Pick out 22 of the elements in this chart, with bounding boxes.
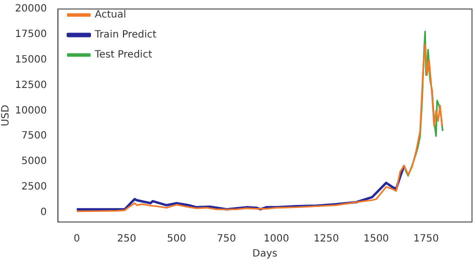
y-tick-label: 7500 (21, 130, 47, 142)
x-tick-label: 1000 (264, 234, 290, 245)
y-tick-label: 15000 (15, 54, 47, 66)
legend-label: Actual (94, 10, 126, 21)
y-tick-label: 5000 (21, 156, 47, 168)
y-tick-label: 2500 (21, 182, 47, 193)
legend-label: Train Predict (94, 30, 157, 41)
x-tick-label: 750 (216, 234, 236, 245)
y-tick-label: 17500 (15, 29, 47, 40)
x-tick-label: 1500 (363, 234, 389, 245)
x-tick-label: 250 (117, 234, 136, 245)
legend-label: Test Predict (94, 50, 152, 61)
x-tick-label: 1750 (413, 234, 439, 245)
y-axis-title: USD (0, 104, 12, 126)
x-tick-label: 0 (74, 234, 80, 245)
y-tick-label: 20000 (15, 4, 47, 15)
x-axis-title: Days (252, 248, 278, 260)
y-tick-label: 0 (40, 206, 47, 218)
y-tick-label: 12500 (15, 80, 47, 91)
y-tick-label: 10000 (15, 105, 47, 116)
x-tick-label: 1250 (314, 234, 340, 245)
x-tick-label: 500 (167, 234, 186, 245)
